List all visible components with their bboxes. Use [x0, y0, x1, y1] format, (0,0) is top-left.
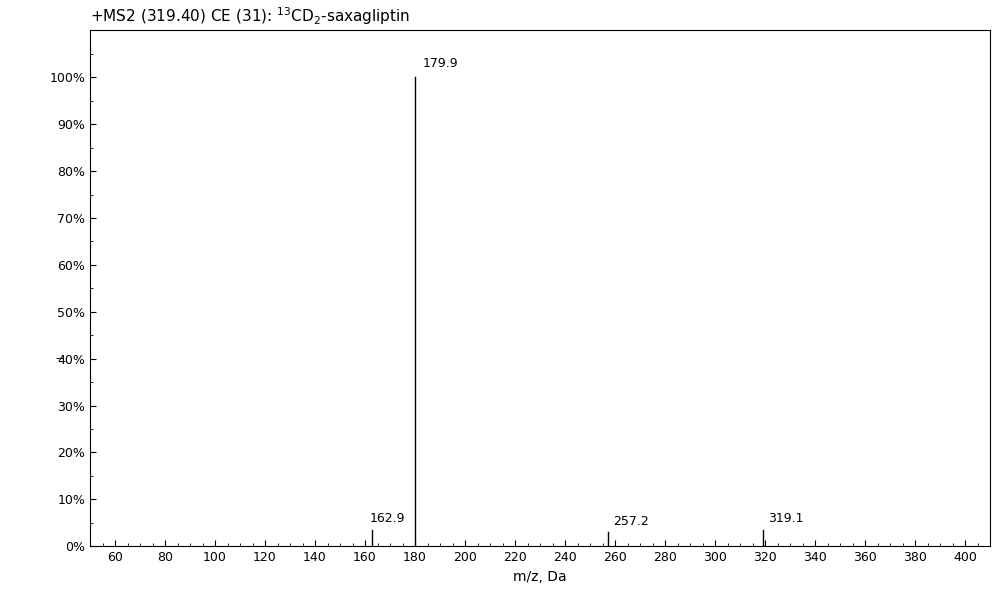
Text: 162.9: 162.9 — [370, 512, 405, 525]
Text: 257.2: 257.2 — [613, 515, 649, 527]
Text: +MS2 (319.40) CE (31): $^{13}$CD$_2$-saxagliptin: +MS2 (319.40) CE (31): $^{13}$CD$_2$-sax… — [90, 5, 410, 27]
Text: --: -- — [56, 352, 64, 365]
X-axis label: m/z, Da: m/z, Da — [513, 570, 567, 584]
Text: 179.9: 179.9 — [422, 57, 458, 70]
Text: 319.1: 319.1 — [768, 512, 803, 525]
